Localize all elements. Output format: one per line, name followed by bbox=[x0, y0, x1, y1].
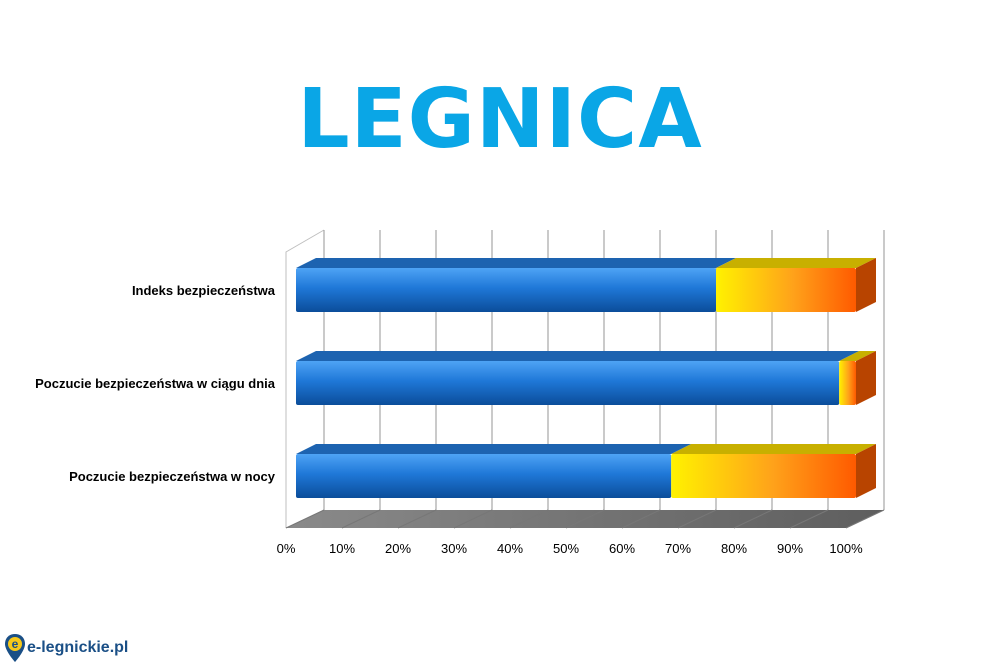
floor-gridline bbox=[397, 509, 437, 529]
bar-side bbox=[856, 258, 876, 312]
floor-gridline bbox=[565, 509, 605, 529]
x-tick-label: 30% bbox=[441, 541, 467, 556]
bar-top bbox=[716, 258, 876, 268]
floor-gridline bbox=[341, 509, 381, 529]
x-tick-label: 10% bbox=[329, 541, 355, 556]
site-logo[interactable]: e e-legnickie.pl bbox=[4, 632, 128, 664]
category-label: Poczucie bezpieczeństwa w nocy bbox=[69, 469, 276, 484]
bar-segment bbox=[296, 268, 716, 312]
map-pin-icon: e bbox=[5, 634, 25, 662]
x-tick-label: 60% bbox=[609, 541, 635, 556]
bar-top bbox=[671, 444, 876, 454]
bar-top bbox=[839, 351, 876, 361]
floor-gridline bbox=[677, 509, 717, 529]
bar-segment bbox=[296, 454, 672, 498]
bar-segment bbox=[716, 268, 856, 312]
svg-text:e: e bbox=[12, 637, 19, 651]
floor-gridline bbox=[733, 509, 773, 529]
bar-segment bbox=[839, 361, 856, 405]
bar-top bbox=[296, 258, 736, 268]
floor-gridline bbox=[621, 509, 661, 529]
floor-gridline bbox=[453, 509, 493, 529]
logo-text: e-legnickie.pl bbox=[27, 639, 129, 656]
floor-gridline bbox=[285, 509, 325, 529]
floor-gridline bbox=[789, 509, 829, 529]
x-tick-label: 0% bbox=[277, 541, 296, 556]
x-tick-label: 70% bbox=[665, 541, 691, 556]
x-tick-label: 80% bbox=[721, 541, 747, 556]
bar-segment bbox=[296, 361, 840, 405]
category-label: Indeks bezpieczeństwa bbox=[132, 283, 276, 298]
bar-segment bbox=[671, 454, 856, 498]
x-tick-label: 20% bbox=[385, 541, 411, 556]
x-tick-label: 100% bbox=[829, 541, 863, 556]
x-tick-label: 40% bbox=[497, 541, 523, 556]
bar-side bbox=[856, 444, 876, 498]
x-tick-label: 50% bbox=[553, 541, 579, 556]
chart-left-wall bbox=[285, 229, 325, 528]
category-label: Poczucie bezpieczeństwa w ciągu dnia bbox=[35, 376, 276, 391]
floor-gridline bbox=[509, 509, 549, 529]
x-tick-label: 90% bbox=[777, 541, 803, 556]
floor-gridline bbox=[845, 509, 885, 529]
bar-top bbox=[296, 444, 692, 454]
chart-title: LEGNICA bbox=[297, 72, 703, 167]
bar-top bbox=[296, 351, 860, 361]
bar-side bbox=[856, 351, 876, 405]
